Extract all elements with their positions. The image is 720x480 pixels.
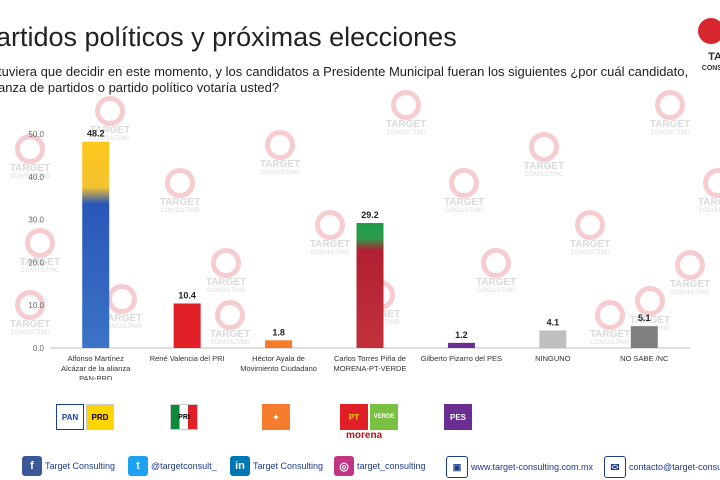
x-tick-label: PAN-PRD	[79, 374, 113, 380]
x-tick-label: Alcázar de la alianza	[61, 364, 131, 373]
pri-logo: PRI	[170, 404, 198, 430]
footer-web[interactable]: ▣ www.target-consulting.com.mx	[446, 456, 593, 478]
data-label: 10.4	[178, 290, 196, 300]
bar	[82, 141, 110, 348]
pan-logo: PAN	[56, 404, 84, 430]
instagram-icon: ◎	[334, 456, 354, 476]
pt-logo: PT	[340, 404, 368, 430]
x-tick-label: Gilberto Pizarro del PES	[421, 354, 502, 363]
facebook-icon: f	[22, 456, 42, 476]
footer-twitter[interactable]: t @targetconsult_	[128, 456, 217, 476]
footer: f Target Consulting t @targetconsult_ in…	[0, 452, 720, 480]
bar	[539, 330, 567, 348]
y-tick-label: 30.0	[28, 216, 44, 225]
brand-circle-icon	[698, 18, 720, 44]
y-tick-label: 40.0	[28, 173, 44, 182]
x-tick-label: NO SABE /NC	[620, 354, 669, 363]
y-tick-label: 20.0	[28, 258, 44, 267]
footer-facebook[interactable]: f Target Consulting	[22, 456, 115, 476]
party-logo-pes: PES	[444, 404, 472, 430]
party-logo-morena-pt-verde: PT VERDE morena	[340, 404, 398, 441]
pes-logo: PES	[444, 404, 472, 430]
survey-question: tuviera que decidir en este momento, y l…	[0, 64, 718, 96]
linkedin-icon: in	[230, 456, 250, 476]
data-label: 1.2	[455, 330, 468, 340]
party-logo-pri: PRI	[170, 404, 198, 430]
twitter-label: @targetconsult_	[151, 461, 217, 471]
y-tick-label: 0.0	[33, 344, 45, 353]
data-label: 5.1	[638, 313, 651, 323]
web-label: www.target-consulting.com.mx	[471, 462, 594, 472]
x-tick-label: Movimiento Ciudadano	[240, 364, 317, 373]
data-label: 1.8	[272, 327, 285, 337]
twitter-icon: t	[128, 456, 148, 476]
linkedin-label: Target Consulting	[253, 461, 324, 471]
globe-icon: ▣	[446, 456, 468, 478]
envelope-icon: ✉	[604, 456, 626, 478]
facebook-label: Target Consulting	[45, 461, 116, 471]
brand-logo: TA CONS	[684, 18, 720, 78]
footer-linkedin[interactable]: in Target Consulting	[230, 456, 323, 476]
verde-logo: VERDE	[370, 404, 398, 430]
party-logo-mc: ✦	[262, 404, 290, 430]
question-line-2: anza de partidos o partido político vota…	[0, 80, 280, 95]
prd-logo: PRD	[86, 404, 114, 430]
bar	[356, 223, 384, 348]
x-tick-label: NINGUNO	[535, 354, 571, 363]
data-label: 48.2	[87, 129, 105, 139]
party-logo-pan-prd: PAN PRD	[56, 404, 114, 430]
brand-text: TA CONS	[701, 51, 720, 73]
x-tick-label: MORENA-PT-VERDE	[334, 364, 407, 373]
data-label: 4.1	[547, 317, 560, 327]
x-tick-label: Alfonso Martínez	[68, 354, 125, 363]
x-tick-label: René Valencia del PRI	[150, 354, 225, 363]
bar	[630, 326, 658, 348]
y-tick-label: 10.0	[28, 301, 44, 310]
bar	[173, 303, 201, 348]
morena-logo: morena	[346, 430, 383, 441]
x-tick-label: Héctor Ayala de	[252, 354, 305, 363]
footer-instagram[interactable]: ◎ target_consulting	[334, 456, 426, 476]
bar	[265, 340, 293, 348]
data-label: 29.2	[361, 210, 379, 220]
instagram-label: target_consulting	[357, 461, 426, 471]
y-tick-label: 50.0	[28, 130, 44, 139]
email-label: contacto@target-consulting	[629, 462, 720, 472]
bar-chart: 0.0 10.0 20.0 30.0 40.0 50.0 48.2 Alfonso Martí…	[28, 129, 690, 380]
bar	[447, 342, 475, 348]
eagle-icon: ✦	[262, 404, 290, 430]
question-line-1: tuviera que decidir en este momento, y l…	[0, 64, 689, 79]
page-title: artidos políticos y próximas elecciones	[0, 22, 457, 52]
x-tick-label: Carlos Torres Piña de	[334, 354, 406, 363]
footer-email[interactable]: ✉ contacto@target-consulting	[604, 456, 720, 478]
